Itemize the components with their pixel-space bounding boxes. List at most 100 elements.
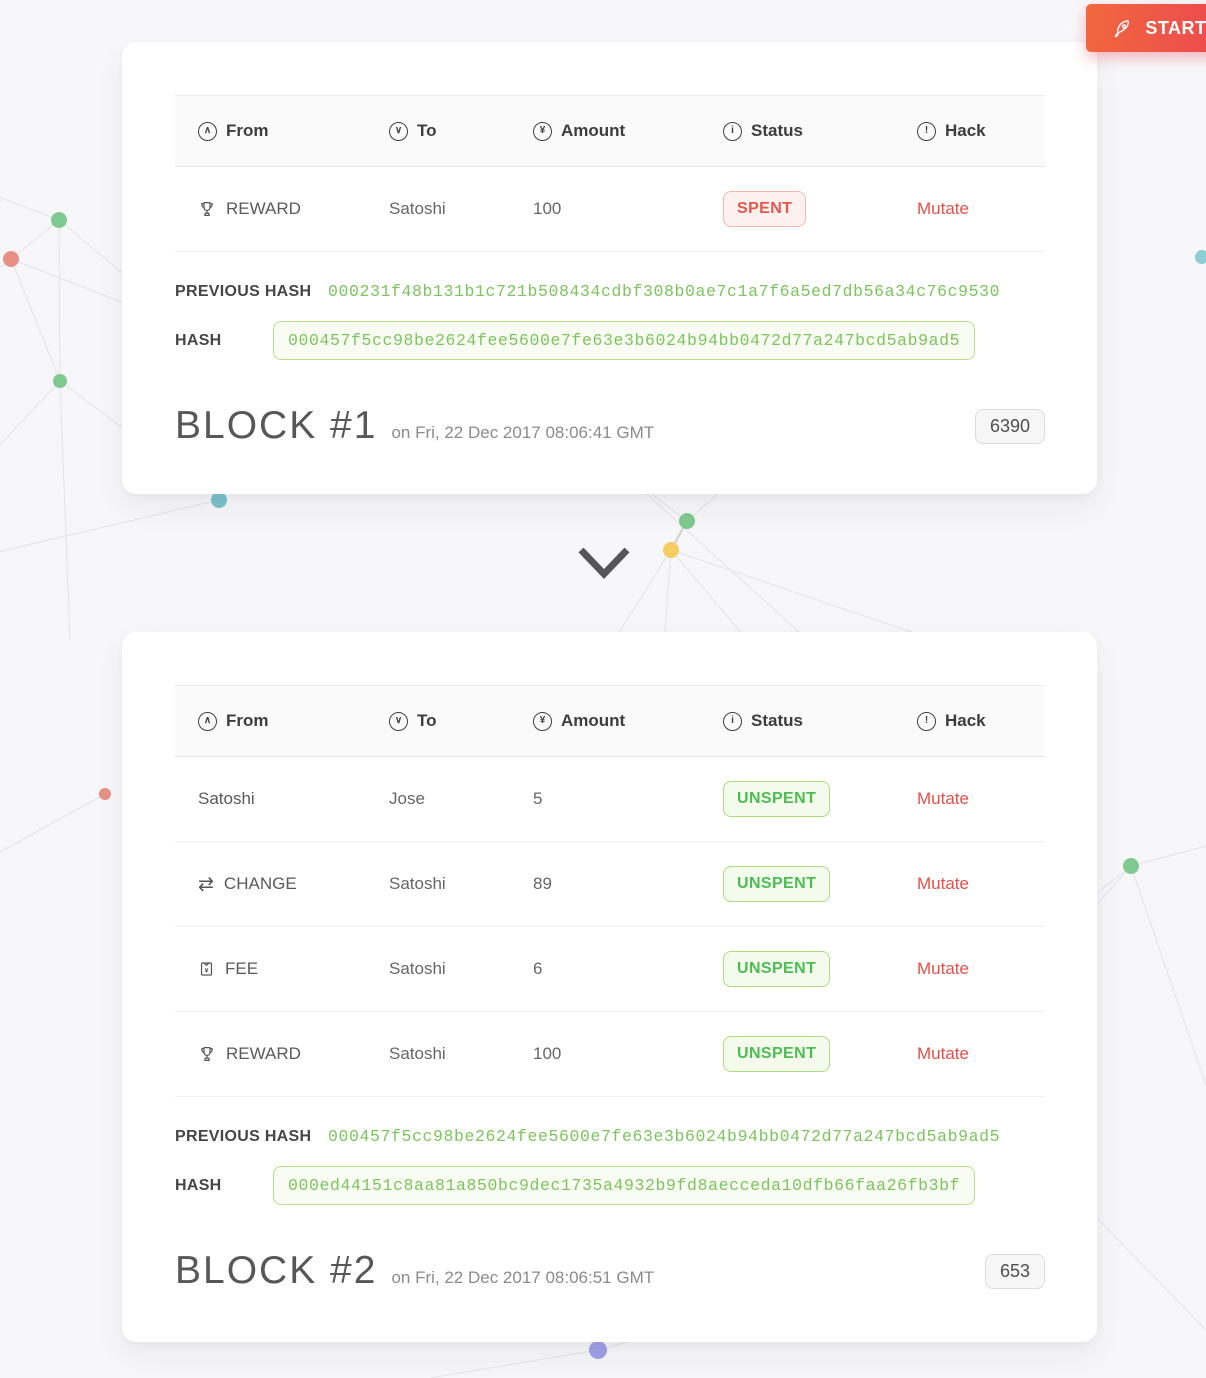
transactions-table: ∧ From ∨ To ¥ Amount i Status xyxy=(175,685,1045,1097)
nonce-badge: 6390 xyxy=(974,408,1045,444)
change-icon: ⇄ xyxy=(198,873,214,895)
transactions-table: ∧ From ∨ To ¥ Amount i Status xyxy=(175,95,1045,252)
fee-icon: ¥ xyxy=(198,960,215,978)
tx-amount: 100 xyxy=(533,1044,562,1063)
table-row: REWARD Satoshi 100 SPENT Mutate xyxy=(175,167,1045,252)
rocket-icon xyxy=(1112,18,1133,39)
tx-from: REWARD xyxy=(226,1044,301,1063)
header-hack: ! Hack xyxy=(917,711,1045,731)
hash-value: 000ed44151c8aa81a850bc9dec1735a4932b9fd8… xyxy=(288,1176,961,1195)
table-row: REWARD Satoshi 100 UNSPENT Mutate xyxy=(175,1012,1045,1097)
mutate-link[interactable]: Mutate xyxy=(917,1044,969,1063)
status-badge: UNSPENT xyxy=(723,781,831,817)
header-status: i Status xyxy=(710,711,917,731)
block-timestamp: on Fri, 22 Dec 2017 08:06:41 GMT xyxy=(391,423,655,442)
tx-status-cell: SPENT xyxy=(710,191,917,227)
hash-box: 000ed44151c8aa81a850bc9dec1735a4932b9fd8… xyxy=(273,1166,976,1205)
header-amount-label: Amount xyxy=(561,121,626,140)
tx-status-cell: UNSPENT xyxy=(710,866,917,902)
trophy-icon xyxy=(198,1045,216,1063)
previous-hash-label: PREVIOUS HASH xyxy=(175,1127,312,1145)
previous-hash-value: 000457f5cc98be2624fee5600e7fe63e3b6024b9… xyxy=(328,1127,1001,1146)
transactions-table-header: ∧ From ∨ To ¥ Amount i Status xyxy=(175,686,1045,757)
block-title: BLOCK #1 xyxy=(175,404,378,447)
block-footer: BLOCK #2 on Fri, 22 Dec 2017 08:06:51 GM… xyxy=(175,1249,1045,1293)
transactions-table-header: ∧ From ∨ To ¥ Amount i Status xyxy=(175,96,1045,167)
tx-to: Satoshi xyxy=(389,1044,446,1063)
tx-from: Satoshi xyxy=(198,789,255,808)
hash-value: 000457f5cc98be2624fee5600e7fe63e3b6024b9… xyxy=(288,331,961,350)
header-hack: ! Hack xyxy=(917,121,1045,141)
nonce-badge: 653 xyxy=(984,1253,1045,1289)
header-status: i Status xyxy=(710,121,917,141)
tx-to: Jose xyxy=(389,789,425,808)
tx-amount: 6 xyxy=(533,959,543,978)
hash-row: HASH 000457f5cc98be2624fee5600e7fe63e3b6… xyxy=(175,321,1045,360)
status-badge: UNSPENT xyxy=(723,866,831,902)
mutate-link[interactable]: Mutate xyxy=(917,789,969,808)
header-to-label: To xyxy=(417,121,437,140)
hash-label: HASH xyxy=(175,1176,222,1194)
table-row: ¥ FEE Satoshi 6 UNSPENT Mutate xyxy=(175,927,1045,1012)
tx-amount: 100 xyxy=(533,199,562,218)
chevron-down-icon: ∨ xyxy=(389,711,408,731)
header-amount: ¥ Amount xyxy=(533,711,710,731)
yen-icon: ¥ xyxy=(533,121,552,141)
header-from-label: From xyxy=(226,711,269,730)
status-badge: UNSPENT xyxy=(723,951,831,987)
header-to: ∨ To xyxy=(389,121,533,141)
tx-from: FEE xyxy=(225,959,259,978)
header-from-label: From xyxy=(226,121,269,140)
previous-hash-label: PREVIOUS HASH xyxy=(175,282,312,300)
tx-to: Satoshi xyxy=(389,874,446,893)
status-badge: UNSPENT xyxy=(723,1036,831,1072)
mutate-link[interactable]: Mutate xyxy=(917,874,969,893)
header-status-label: Status xyxy=(751,121,803,140)
mutate-link[interactable]: Mutate xyxy=(917,199,969,218)
header-amount: ¥ Amount xyxy=(533,121,710,141)
tx-to: Satoshi xyxy=(389,959,446,978)
exclamation-icon: ! xyxy=(917,121,936,141)
start-demo-button[interactable]: START DEMO xyxy=(1086,4,1206,52)
header-status-label: Status xyxy=(751,711,803,730)
tx-from: REWARD xyxy=(226,199,301,218)
header-hack-label: Hack xyxy=(945,121,986,140)
tx-status-cell: UNSPENT xyxy=(710,781,917,817)
block-title: BLOCK #2 xyxy=(175,1249,378,1292)
info-icon: i xyxy=(723,711,742,731)
tx-amount: 5 xyxy=(533,789,543,808)
hash-label: HASH xyxy=(175,331,222,349)
header-hack-label: Hack xyxy=(945,711,986,730)
tx-from-cell: Satoshi xyxy=(198,789,389,809)
tx-from-cell: ¥ FEE xyxy=(198,959,389,979)
yen-icon: ¥ xyxy=(533,711,552,731)
chevron-up-icon: ∧ xyxy=(198,711,217,731)
tx-to: Satoshi xyxy=(389,199,446,218)
block-timestamp: on Fri, 22 Dec 2017 08:06:51 GMT xyxy=(391,1268,655,1287)
tx-from-cell: REWARD xyxy=(198,199,389,219)
header-amount-label: Amount xyxy=(561,711,626,730)
info-icon: i xyxy=(723,121,742,141)
tx-amount: 89 xyxy=(533,874,552,893)
header-to-label: To xyxy=(417,711,437,730)
block-footer: BLOCK #1 on Fri, 22 Dec 2017 08:06:41 GM… xyxy=(175,404,1045,448)
tx-from-cell: REWARD xyxy=(198,1044,389,1064)
chevron-down-icon xyxy=(576,543,632,588)
block-card-1: ∧ From ∨ To ¥ Amount i Status xyxy=(122,42,1097,494)
previous-hash-row: PREVIOUS HASH 000457f5cc98be2624fee5600e… xyxy=(175,1127,1045,1146)
header-from: ∧ From xyxy=(198,121,389,141)
hash-box: 000457f5cc98be2624fee5600e7fe63e3b6024b9… xyxy=(273,321,976,360)
previous-hash-row: PREVIOUS HASH 000231f48b131b1c721b508434… xyxy=(175,282,1045,301)
chevron-down-icon: ∨ xyxy=(389,121,408,141)
chevron-up-icon: ∧ xyxy=(198,121,217,141)
trophy-icon xyxy=(198,200,216,218)
status-badge: SPENT xyxy=(723,191,807,227)
table-row: Satoshi Jose 5 UNSPENT Mutate xyxy=(175,757,1045,842)
exclamation-icon: ! xyxy=(917,711,936,731)
hash-row: HASH 000ed44151c8aa81a850bc9dec1735a4932… xyxy=(175,1166,1045,1205)
mutate-link[interactable]: Mutate xyxy=(917,959,969,978)
header-to: ∨ To xyxy=(389,711,533,731)
header-from: ∧ From xyxy=(198,711,389,731)
tx-from-cell: ⇄ CHANGE xyxy=(198,874,389,894)
